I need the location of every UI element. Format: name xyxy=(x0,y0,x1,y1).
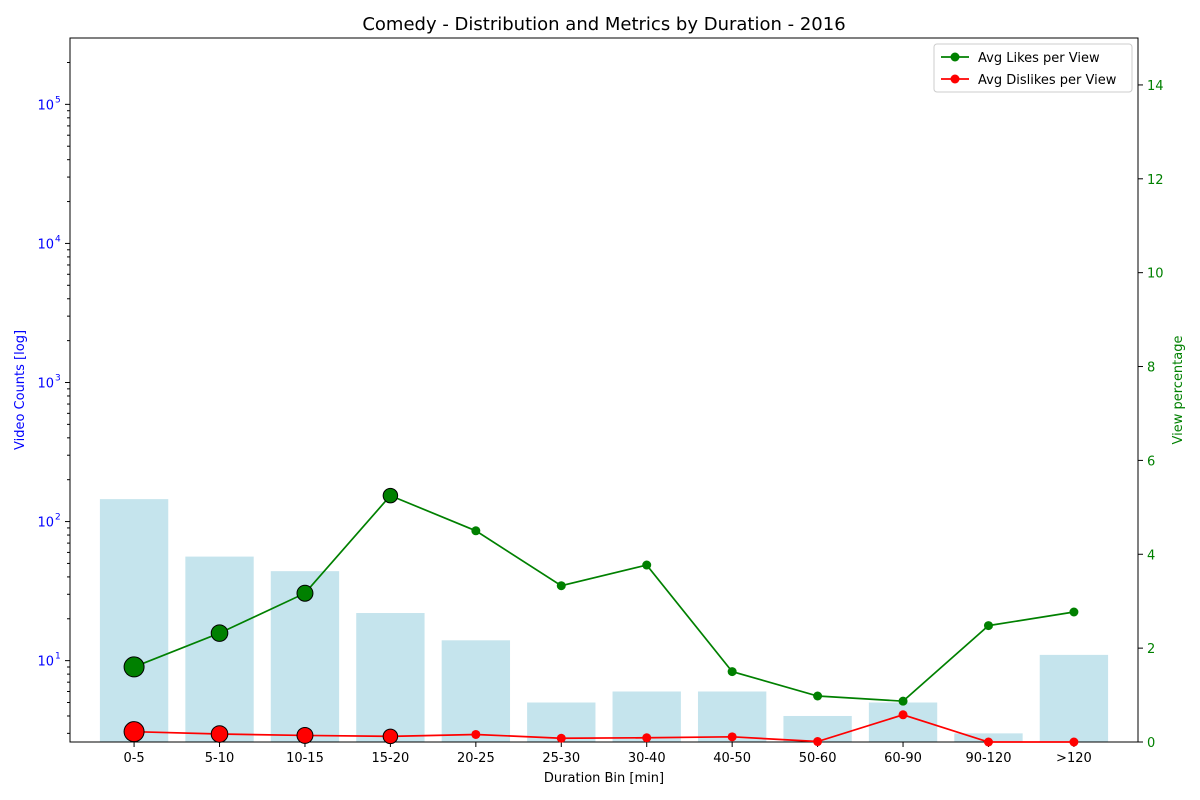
series-point xyxy=(471,729,481,739)
chart-title: Comedy - Distribution and Metrics by Dur… xyxy=(362,14,845,35)
y-left-axis-label: Video Counts [log] xyxy=(13,330,28,450)
x-tick-label: >120 xyxy=(1056,751,1092,766)
series-point xyxy=(471,526,481,536)
legend xyxy=(933,43,1133,93)
y-left-tick-exponent: 1 xyxy=(55,652,61,662)
series-line-1 xyxy=(134,713,1074,743)
series-point xyxy=(983,737,993,747)
x-tick-label: 60-90 xyxy=(884,751,922,766)
y-right-tick-label: 8 xyxy=(1147,361,1155,376)
y-right-tick-label: 6 xyxy=(1147,454,1155,469)
y-right-tick-label: 4 xyxy=(1147,548,1155,563)
plot-area: 0-5 5-10 10-15 15-20 20-25 25-30 30-40 40-50 50-… xyxy=(37,37,1164,766)
legend-label: Avg Dislikes per View xyxy=(978,73,1117,88)
y-left-tick-label: 10 xyxy=(37,516,54,531)
y-right-tick-label: 14 xyxy=(1147,79,1164,94)
scaled-point xyxy=(296,726,314,744)
y-right-axis-label: View percentage xyxy=(1171,336,1186,445)
scaled-point xyxy=(210,624,229,642)
y-left-tick-label: 10 xyxy=(37,376,54,391)
bar xyxy=(99,499,169,742)
bar xyxy=(185,556,254,742)
series-point xyxy=(556,581,566,591)
legend-label: Avg Likes per View xyxy=(978,51,1100,66)
x-tick-label: 90-120 xyxy=(965,751,1011,766)
scaled-point xyxy=(210,725,229,743)
series-point xyxy=(556,733,566,743)
y-right-tick-label: 12 xyxy=(1147,173,1164,188)
scaled-point xyxy=(382,487,399,504)
series-point xyxy=(898,696,908,706)
series-point xyxy=(813,691,823,701)
y-left-tick-exponent: 3 xyxy=(55,373,61,383)
series-point xyxy=(642,733,652,743)
series-point xyxy=(727,732,737,742)
x-tick-label: 25-30 xyxy=(542,751,580,766)
y-right-tick-label: 0 xyxy=(1147,736,1155,751)
y-left-tick-label: 10 xyxy=(37,237,54,252)
y-left-tick-exponent: 2 xyxy=(55,513,61,523)
legend-marker xyxy=(950,52,960,62)
series-point xyxy=(813,737,823,747)
y-right-tick-label: 2 xyxy=(1147,642,1155,657)
bar xyxy=(441,640,511,742)
scaled-point xyxy=(123,721,145,743)
scaled-point xyxy=(382,728,399,745)
y-left-tick-exponent: 5 xyxy=(55,95,61,105)
series-line-0 xyxy=(133,494,1075,703)
y-left-tick-label: 10 xyxy=(37,655,54,670)
x-tick-label: 0-5 xyxy=(123,751,144,766)
x-tick-label: 40-50 xyxy=(713,751,751,766)
x-tick-label: 30-40 xyxy=(628,751,666,766)
x-tick-label: 50-60 xyxy=(799,751,837,766)
y-right-tick-label: 10 xyxy=(1147,267,1164,282)
y-left-tick-exponent: 4 xyxy=(55,234,61,244)
x-tick-label: 15-20 xyxy=(372,751,410,766)
series-point xyxy=(1069,737,1079,747)
series-point xyxy=(898,710,908,720)
legend-marker xyxy=(950,74,960,84)
y-left-tick-label: 10 xyxy=(37,98,54,113)
series-point xyxy=(727,667,737,677)
plot-frame xyxy=(69,37,1139,743)
series-point xyxy=(642,560,652,570)
scaled-point xyxy=(123,656,145,678)
x-axis-label: Duration Bin [min] xyxy=(544,771,664,786)
series-point xyxy=(1069,607,1079,617)
bar xyxy=(356,613,425,742)
bar xyxy=(1039,654,1109,742)
x-tick-label: 10-15 xyxy=(286,751,324,766)
series-point xyxy=(983,621,993,631)
x-tick-label: 5-10 xyxy=(205,751,235,766)
scaled-point xyxy=(296,584,314,602)
x-tick-label: 20-25 xyxy=(457,751,495,766)
